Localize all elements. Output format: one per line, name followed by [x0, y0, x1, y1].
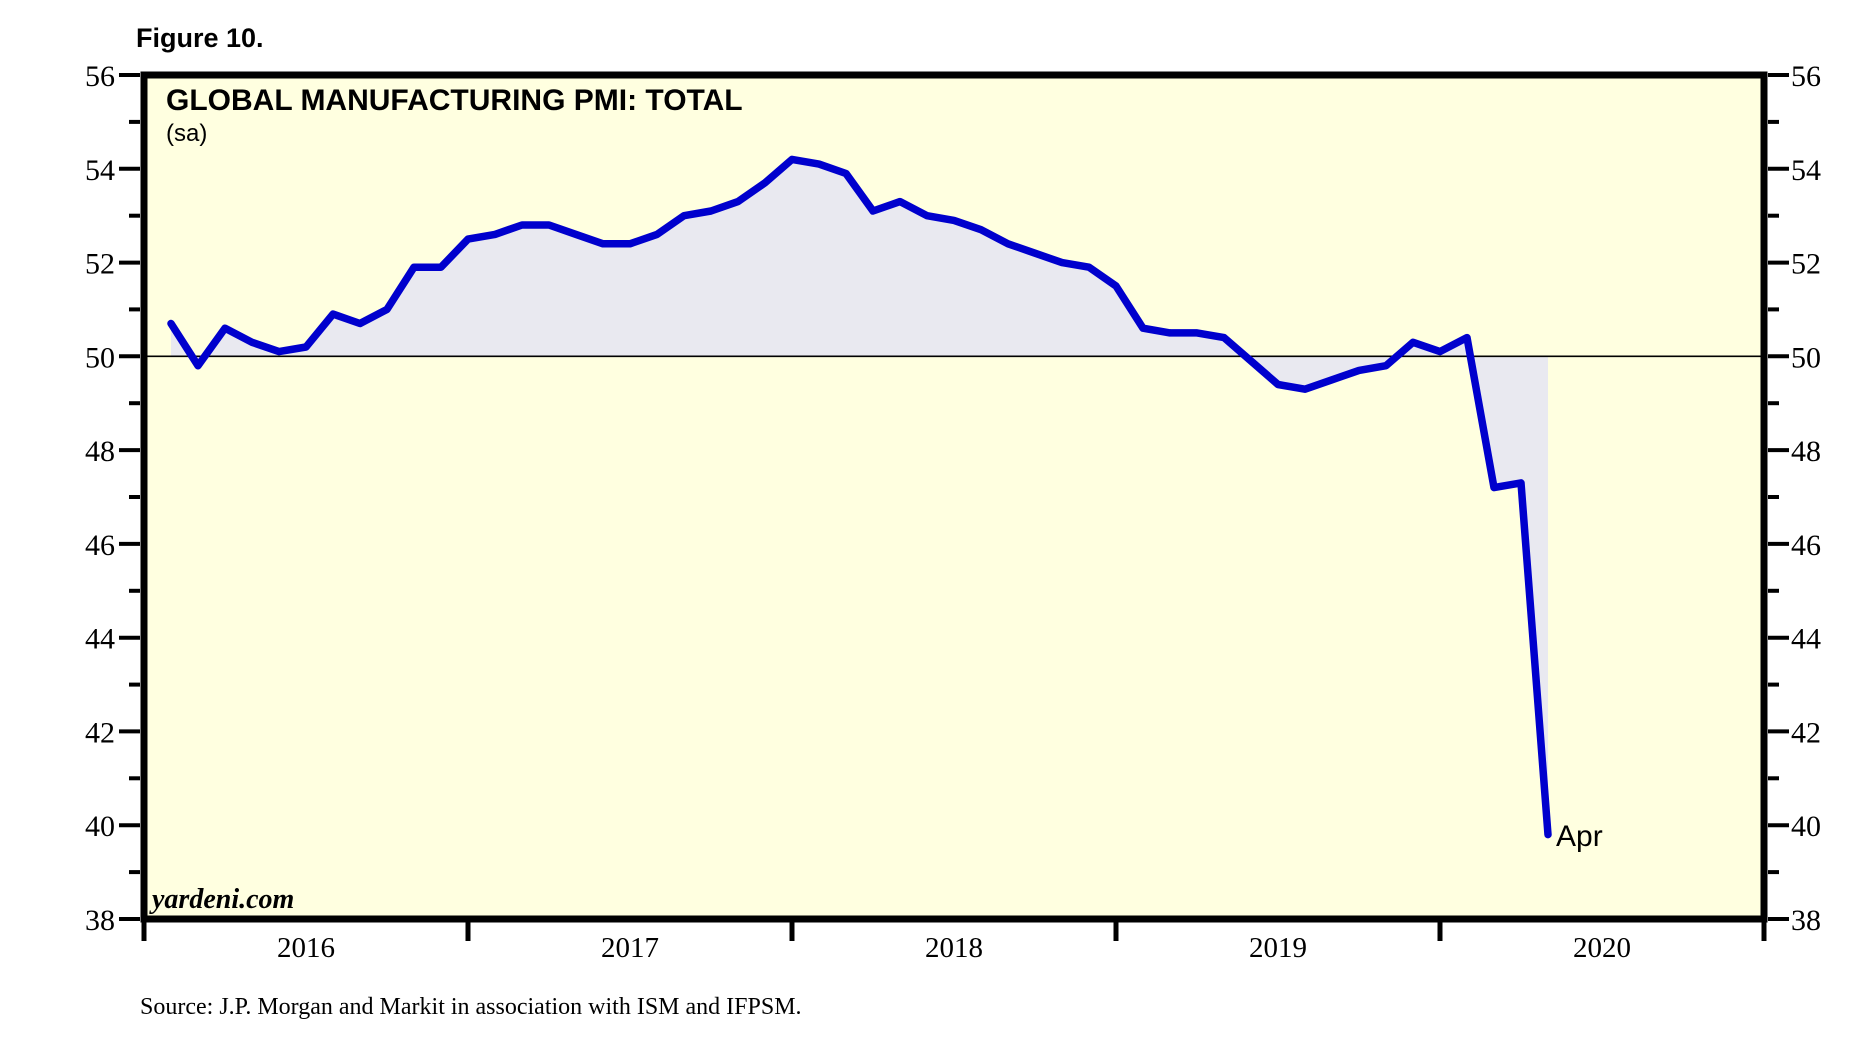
- source-note: Source: J.P. Morgan and Markit in associ…: [140, 994, 802, 1020]
- chart-subtitle: (sa): [166, 120, 207, 147]
- x-axis-year-label: 2017: [601, 932, 659, 964]
- y-axis-label-left: 48: [85, 435, 115, 468]
- y-axis-label-left: 50: [85, 341, 115, 374]
- y-axis-label-left: 44: [85, 623, 115, 656]
- y-axis-label-right: 44: [1791, 623, 1821, 656]
- y-axis-label-left: 52: [85, 248, 115, 281]
- chart-title: GLOBAL MANUFACTURING PMI: TOTAL: [166, 84, 743, 117]
- y-axis-label-right: 48: [1791, 435, 1821, 468]
- y-axis-label-right: 42: [1791, 716, 1821, 749]
- y-axis-ticks: 38 38 40 40 42 42 44 44 46 46 48 48 50 50 52 52 54 54 56 56: [85, 60, 1821, 937]
- y-axis-label-right: 52: [1791, 248, 1821, 281]
- y-axis-label-left: 40: [85, 810, 115, 843]
- y-axis-label-left: 42: [85, 716, 115, 749]
- y-axis-label-left: 54: [85, 154, 115, 187]
- end-point-label: Apr: [1556, 820, 1603, 853]
- y-axis-label-right: 46: [1791, 529, 1821, 562]
- watermark-yardeni: yardeni.com: [149, 884, 294, 915]
- y-axis-label-left: 46: [85, 529, 115, 562]
- x-axis-year-label: 2016: [277, 932, 335, 964]
- x-axis-year-label: 2018: [925, 932, 983, 964]
- y-axis-label-right: 40: [1791, 810, 1821, 843]
- x-axis-year-label: 2020: [1573, 932, 1631, 964]
- y-axis-label-left: 56: [85, 60, 115, 93]
- pmi-line-series: [167, 155, 1552, 839]
- plot-background: [144, 75, 1764, 919]
- plot-frame: [140, 71, 1768, 923]
- y-axis-label-left: 38: [85, 904, 115, 937]
- y-axis-label-right: 54: [1791, 154, 1821, 187]
- x-axis-year-label: 2019: [1249, 932, 1307, 964]
- figure-label: Figure 10.: [136, 23, 264, 53]
- y-axis-label-right: 38: [1791, 904, 1821, 937]
- y-axis-label-right: 56: [1791, 60, 1821, 93]
- x-axis-ticks: 2016 2017 2018 2019 2020: [141, 919, 1767, 964]
- pmi-fill-area: [171, 159, 1548, 835]
- y-axis-label-right: 50: [1791, 341, 1821, 374]
- plot-area: 38 38 40 40 42 42 44 44 46 46 48 48 50 50 52 52 54 54 56 56…: [85, 60, 1821, 964]
